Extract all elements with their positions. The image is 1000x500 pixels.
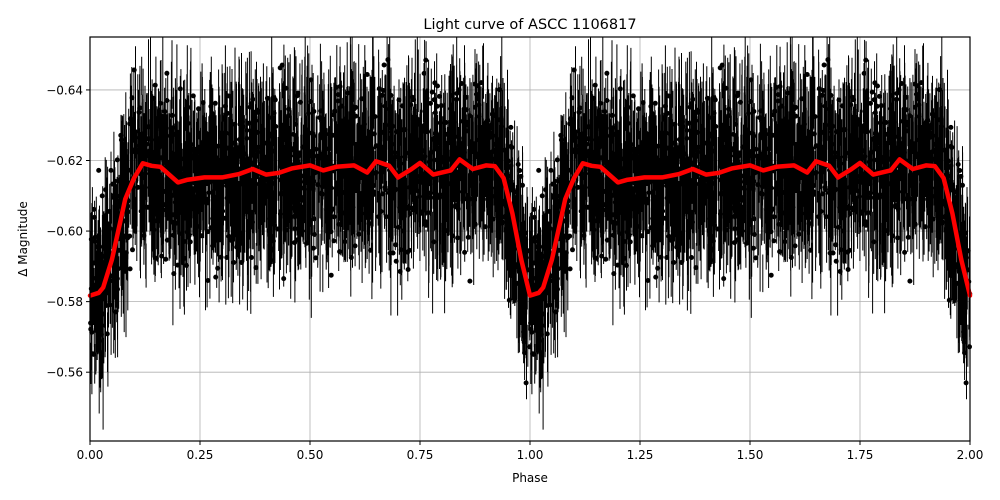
x-axis: 0.00 0.25 0.50 0.75 1.00 1.25 1.50 1.75 2.00 (77, 441, 984, 462)
x-tick-label: 0.50 (297, 448, 324, 462)
y-axis-label: Δ Magnitude (16, 201, 30, 277)
y-tick-label: −0.64 (46, 83, 83, 97)
x-tick-label: 1.00 (517, 448, 544, 462)
y-tick-label: −0.62 (46, 154, 83, 168)
y-tick-label: −0.56 (46, 366, 83, 380)
x-tick-label: 0.00 (77, 448, 104, 462)
x-tick-label: 1.75 (847, 448, 874, 462)
chart-title: Light curve of ASCC 1106817 (423, 17, 636, 33)
binned-mean-curve (87, 157, 973, 298)
observation-points (88, 37, 973, 430)
x-tick-label: 1.50 (737, 448, 764, 462)
x-tick-label: 1.25 (627, 448, 654, 462)
x-tick-label: 0.75 (407, 448, 434, 462)
x-tick-label: 2.00 (957, 448, 984, 462)
x-axis-label: Phase (512, 471, 548, 485)
x-tick-label: 0.25 (187, 448, 214, 462)
y-tick-label: −0.58 (46, 295, 83, 309)
y-axis: −0.64 −0.62 −0.60 −0.58 −0.56 (46, 83, 90, 380)
y-tick-label: −0.60 (46, 225, 83, 239)
